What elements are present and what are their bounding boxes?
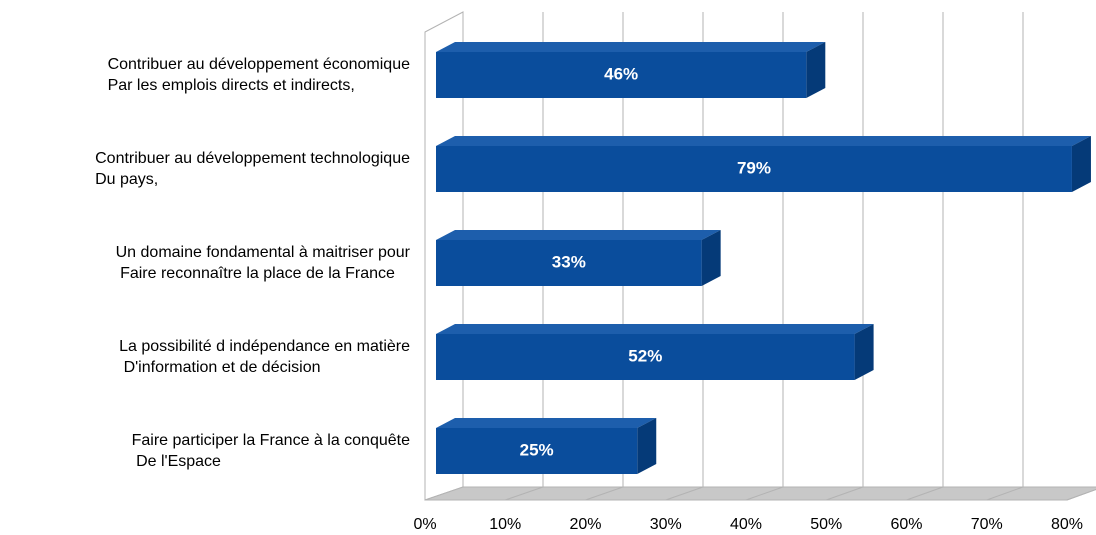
category-label: Contribuer au développement technologiqu… xyxy=(95,150,410,188)
bar-top xyxy=(436,230,721,240)
x-tick-label: 80% xyxy=(1051,516,1083,533)
floor-grid-line xyxy=(745,486,784,501)
bar xyxy=(436,240,702,286)
value-label: 46% xyxy=(604,64,638,83)
value-label: 25% xyxy=(520,440,554,459)
bar-side xyxy=(701,230,721,286)
floor xyxy=(424,486,1096,501)
category-label: Un domaine fondamental à maitriser pour … xyxy=(115,244,410,282)
value-label: 33% xyxy=(552,252,586,271)
bar-top xyxy=(436,42,826,52)
bar-top xyxy=(436,324,874,334)
bar-side xyxy=(854,324,874,380)
bar-top xyxy=(436,418,657,428)
x-tick-label: 60% xyxy=(890,516,922,533)
floor-grid-line xyxy=(585,486,624,501)
x-tick-label: 50% xyxy=(810,516,842,533)
floor-grid-line xyxy=(505,486,544,501)
x-tick-label: 70% xyxy=(971,516,1003,533)
value-label: 52% xyxy=(628,346,662,365)
floor-grid-line xyxy=(986,486,1024,501)
bar xyxy=(436,52,807,98)
value-label: 79% xyxy=(737,158,771,177)
bar xyxy=(436,428,638,474)
bar-side xyxy=(1071,136,1091,192)
category-label: Faire participer la France à la conquête… xyxy=(131,432,410,470)
x-tick-label: 30% xyxy=(650,516,682,533)
x-tick-label: 20% xyxy=(569,516,601,533)
bar-top xyxy=(436,136,1091,146)
category-label: Contribuer au développement économique P… xyxy=(107,56,410,94)
bar-side xyxy=(637,418,657,474)
x-tick-label: 10% xyxy=(489,516,521,533)
bar-side xyxy=(806,42,826,98)
floor-grid-line xyxy=(665,486,704,501)
x-tick-label: 0% xyxy=(413,516,436,533)
floor-grid-line xyxy=(1066,488,1096,501)
category-label: La possibilité d indépendance en matière… xyxy=(119,338,410,376)
bar xyxy=(436,334,855,380)
floor-grid-line xyxy=(826,486,864,501)
floor-grid-line xyxy=(906,486,944,501)
x-tick-label: 40% xyxy=(730,516,762,533)
bar xyxy=(436,146,1072,192)
